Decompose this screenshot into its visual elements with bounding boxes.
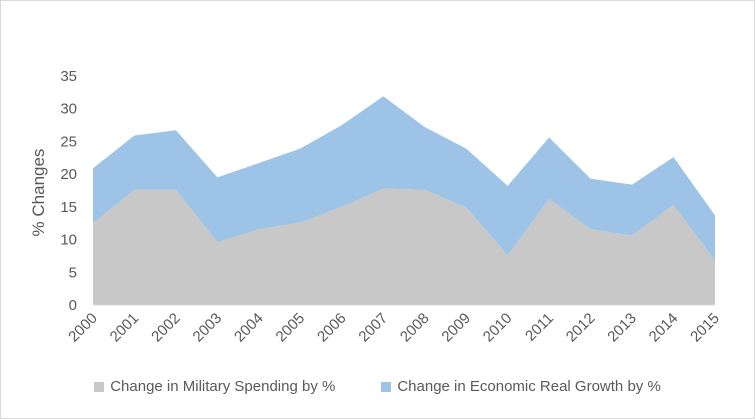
x-tick-label: 2001 xyxy=(107,310,143,346)
legend-item-economic: Change in Economic Real Growth by % xyxy=(381,378,661,395)
y-tick-label: 35 xyxy=(60,68,77,85)
x-tick-label: 2010 xyxy=(480,310,516,346)
legend-item-military: Change in Military Spending by % xyxy=(94,378,335,395)
x-tick-label: 2009 xyxy=(438,310,474,346)
x-tick-label: 2003 xyxy=(190,310,226,346)
legend-label-military: Change in Military Spending by % xyxy=(110,378,336,395)
y-tick-label: 0 xyxy=(69,297,77,314)
y-tick-label: 15 xyxy=(60,199,77,216)
x-tick-label: 2000 xyxy=(65,310,101,346)
x-tick-label: 2007 xyxy=(355,310,391,346)
y-tick-label: 10 xyxy=(60,232,77,249)
x-tick-label: 2004 xyxy=(231,310,267,346)
x-tick-label: 2014 xyxy=(646,310,682,346)
legend-swatch-economic xyxy=(381,381,392,392)
x-tick-label: 2008 xyxy=(397,310,433,346)
x-tick-label: 2002 xyxy=(148,310,184,346)
y-tick-labels: 0 5 10 15 20 25 30 35 xyxy=(60,68,77,314)
y-axis-label: % Changes xyxy=(29,149,48,237)
x-tick-label: 2006 xyxy=(314,310,350,346)
y-tick-label: 25 xyxy=(60,133,77,150)
x-tick-label: 2013 xyxy=(604,310,640,346)
legend: Change in Military Spending by % Change … xyxy=(0,378,755,395)
area-series-military-spending xyxy=(93,188,715,305)
x-tick-label: 2012 xyxy=(563,310,599,346)
area-series-economic-growth xyxy=(93,96,715,261)
legend-swatch-military xyxy=(94,381,105,392)
x-tick-labels: 2000 2001 2002 2003 2004 2005 2006 2007 2008 2009… xyxy=(65,310,723,346)
legend-label-economic: Change in Economic Real Growth by % xyxy=(397,378,661,395)
y-tick-label: 5 xyxy=(69,264,77,281)
y-tick-label: 30 xyxy=(60,101,77,118)
x-tick-label: 2011 xyxy=(522,310,557,345)
x-tick-label: 2015 xyxy=(687,310,723,346)
y-tick-label: 20 xyxy=(60,166,77,183)
area-series-group xyxy=(93,96,715,305)
x-tick-label: 2005 xyxy=(273,310,309,346)
